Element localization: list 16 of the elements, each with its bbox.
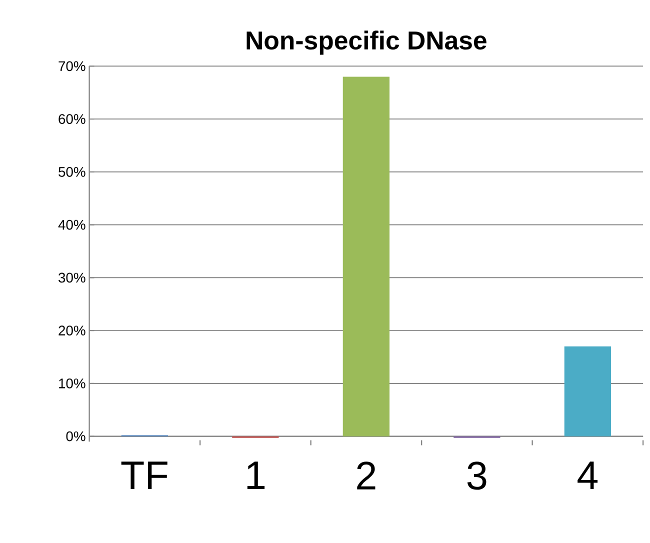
y-tick-label: 20% [58, 326, 86, 336]
chart-title: Non-specific DNase [246, 30, 486, 55]
y-tick-label: 50% [58, 167, 86, 177]
x-tick-label: TF [121, 462, 168, 490]
x-tick-label: 1 [247, 462, 265, 490]
y-tick-label: 0% [66, 431, 86, 442]
bar [564, 346, 612, 436]
y-tick-label: 60% [58, 114, 86, 124]
x-tick-label: 4 [578, 462, 598, 490]
y-tick-label: 10% [59, 378, 86, 388]
y-tick-label: 30% [58, 272, 86, 283]
y-tick-label: 40% [58, 220, 86, 230]
y-tick-label: 70% [58, 61, 86, 72]
x-tick-label: 2 [357, 462, 376, 490]
x-tick-label: 3 [467, 462, 486, 490]
bar [342, 76, 390, 436]
